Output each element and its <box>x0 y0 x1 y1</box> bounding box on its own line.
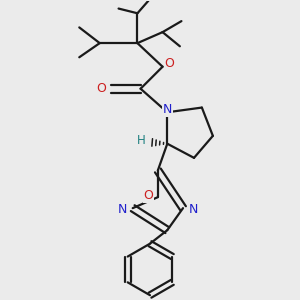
Text: N: N <box>189 203 198 216</box>
Text: H: H <box>137 134 146 147</box>
Text: N: N <box>163 103 172 116</box>
Text: N: N <box>118 203 127 216</box>
Text: O: O <box>143 189 153 202</box>
Text: O: O <box>165 57 174 70</box>
Text: O: O <box>96 82 106 95</box>
